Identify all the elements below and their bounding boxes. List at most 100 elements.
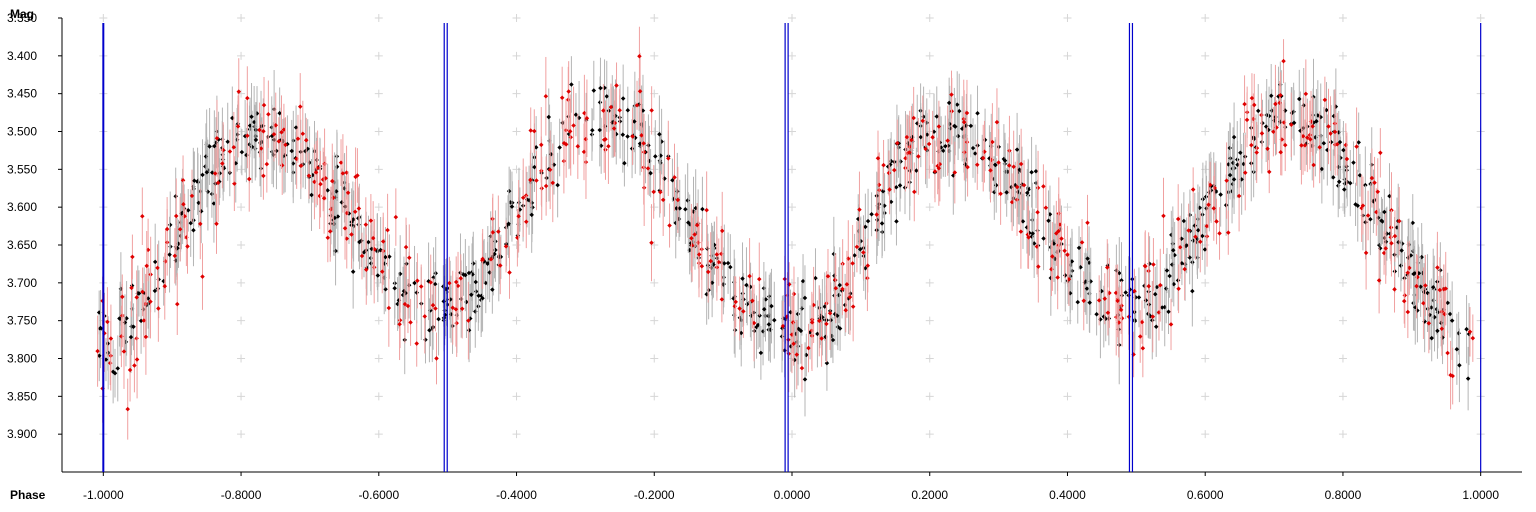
red-data-point (1421, 300, 1426, 306)
black-data-point (815, 331, 820, 337)
black-data-point (431, 275, 436, 280)
x-tick-label: -1.0000 (83, 488, 124, 502)
x-tick-label: 0.2000 (911, 488, 948, 502)
red-data-point (134, 357, 140, 362)
red-data-point (1311, 162, 1316, 168)
red-data-point (1308, 137, 1313, 142)
y-tick-label: 3.550 (7, 162, 37, 176)
red-data-point (667, 223, 672, 228)
red-data-point (1271, 129, 1276, 134)
red-data-point (1146, 283, 1152, 289)
grid-plus-marker (1201, 392, 1210, 401)
black-data-point (469, 292, 474, 298)
red-data-point (974, 162, 980, 168)
black-data-point (1136, 295, 1142, 300)
black-data-point (1363, 182, 1368, 188)
black-data-point (167, 252, 172, 257)
black-data-point (1218, 192, 1223, 197)
red-data-point (428, 280, 433, 285)
red-data-point (363, 222, 369, 227)
red-data-point (1142, 263, 1148, 269)
red-data-point (1360, 203, 1366, 208)
black-data-point (492, 251, 497, 257)
red-data-point (405, 303, 411, 309)
red-data-point (1372, 180, 1377, 185)
black-data-point (289, 148, 295, 154)
black-data-point (1241, 161, 1246, 167)
x-tick-label: 0.8000 (1325, 488, 1362, 502)
red-data-point (1423, 283, 1428, 288)
black-data-point (705, 246, 710, 251)
red-data-point (559, 95, 565, 101)
red-data-point (1137, 334, 1143, 339)
red-data-point (844, 282, 850, 287)
x-tick-label: 0.0000 (774, 488, 811, 502)
red-data-point (1043, 205, 1049, 210)
grid-plus-marker (1063, 127, 1072, 136)
y-tick-label: 3.350 (7, 11, 37, 25)
red-data-point (422, 314, 428, 319)
black-data-point (1190, 288, 1195, 294)
red-data-point (356, 206, 362, 211)
black-data-point (1337, 139, 1343, 145)
grid-plus-marker (237, 51, 246, 60)
red-data-point (1176, 286, 1181, 292)
red-data-point (1224, 178, 1229, 183)
black-data-point (555, 182, 560, 188)
grid-plus-marker (650, 165, 659, 174)
red-data-point (1018, 229, 1024, 234)
black-data-point (1238, 150, 1243, 155)
red-data-point (261, 173, 266, 179)
red-data-point (488, 256, 494, 262)
red-data-point (1085, 220, 1090, 226)
black-data-point (1447, 311, 1453, 317)
red-data-point (1310, 124, 1315, 129)
red-data-point (1105, 265, 1110, 270)
grid-plus-marker (650, 354, 659, 363)
red-data-point (466, 318, 471, 323)
black-data-point (1166, 309, 1171, 315)
red-data-point (1405, 270, 1410, 276)
black-data-point (620, 96, 626, 101)
red-data-point (1405, 309, 1411, 315)
black-data-point (1341, 147, 1346, 153)
black-data-point (493, 247, 498, 253)
red-data-point (1065, 252, 1070, 257)
red-data-point (144, 263, 149, 269)
red-data-point (264, 161, 270, 167)
black-data-point (604, 94, 610, 99)
red-data-point (352, 209, 358, 215)
red-data-point (1445, 350, 1450, 356)
black-data-point (1159, 305, 1165, 310)
black-data-point (796, 326, 801, 332)
grid-plus-marker (1338, 89, 1347, 98)
black-data-point (1153, 324, 1159, 329)
black-data-point (414, 290, 420, 295)
red-data-point (1206, 202, 1211, 207)
grid-plus-marker (1201, 430, 1210, 439)
black-data-point (1167, 273, 1172, 279)
black-data-point (591, 88, 597, 93)
grid-plus-marker (1201, 14, 1210, 22)
black-data-point (473, 279, 478, 285)
red-data-point (156, 306, 161, 311)
red-data-point (415, 278, 420, 284)
red-data-point (318, 181, 323, 187)
grid-plus-marker (925, 14, 934, 22)
red-data-point (865, 263, 871, 268)
grid-plus-marker (1063, 89, 1072, 98)
grid-plus-marker (374, 354, 383, 363)
red-data-point (455, 283, 461, 289)
black-data-point (1075, 299, 1081, 305)
red-data-point (1322, 97, 1328, 103)
red-data-point (134, 295, 139, 300)
black-data-point (1319, 166, 1325, 172)
red-data-point (1211, 206, 1217, 211)
black-data-point (383, 254, 388, 260)
black-data-point (744, 282, 749, 288)
red-data-point (827, 310, 833, 316)
red-data-point (125, 406, 130, 412)
black-data-point (830, 337, 836, 343)
red-data-point (741, 309, 746, 314)
black-data-point (463, 272, 468, 278)
